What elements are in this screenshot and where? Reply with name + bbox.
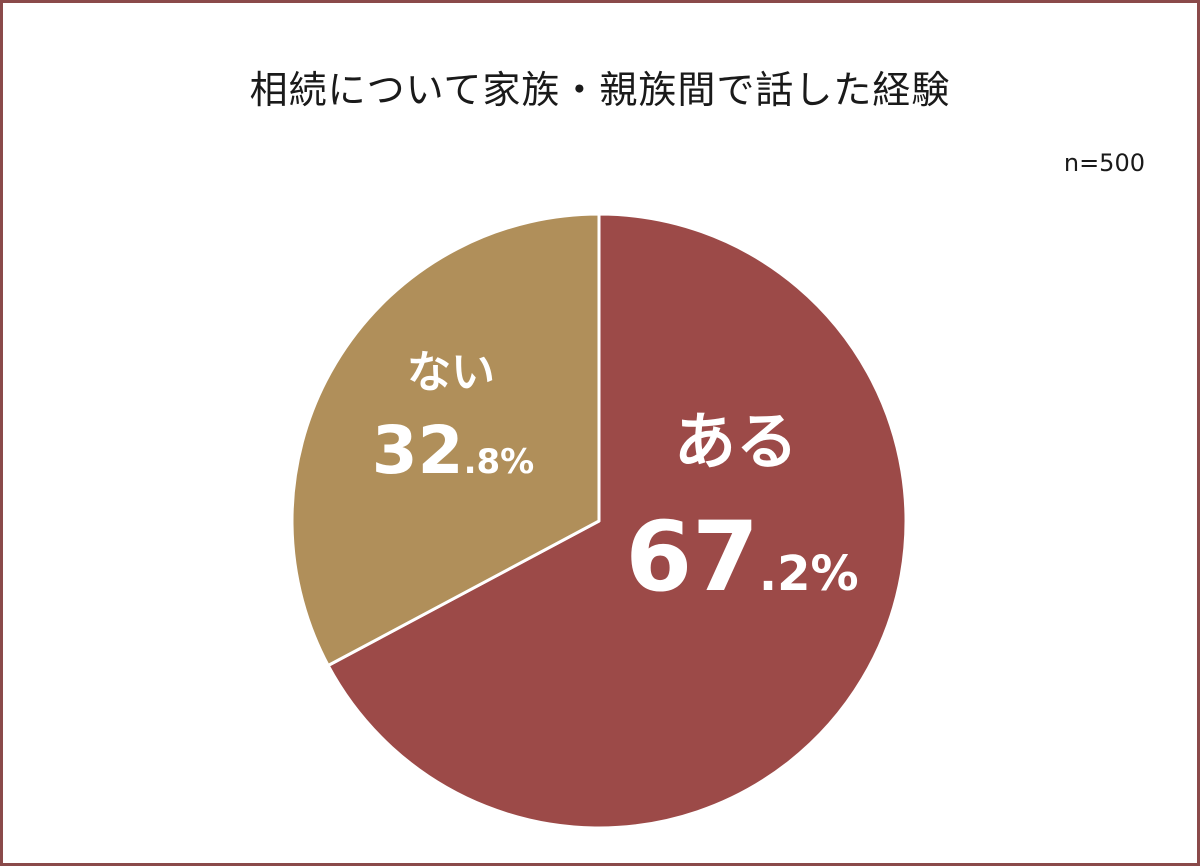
- pie-slice-nai: [290, 212, 601, 668]
- slice-label-nai: ない: [407, 347, 495, 398]
- chart-title: 相続について家族・親族間で話した経験: [249, 68, 951, 112]
- pie-slice-aru: [326, 212, 908, 830]
- slice-label-aru: ある: [674, 405, 798, 478]
- slice-value-nai: 32.8%: [372, 412, 535, 489]
- slice-value-aru-dec: .2%: [759, 546, 859, 602]
- slice-value-aru: 67.2%: [625, 501, 858, 613]
- slice-value-nai-dec: .8%: [464, 442, 535, 482]
- slice-value-nai-int: 32: [372, 412, 464, 489]
- slice-value-aru-int: 67: [625, 501, 759, 613]
- sample-size-label: n=500: [1063, 149, 1145, 177]
